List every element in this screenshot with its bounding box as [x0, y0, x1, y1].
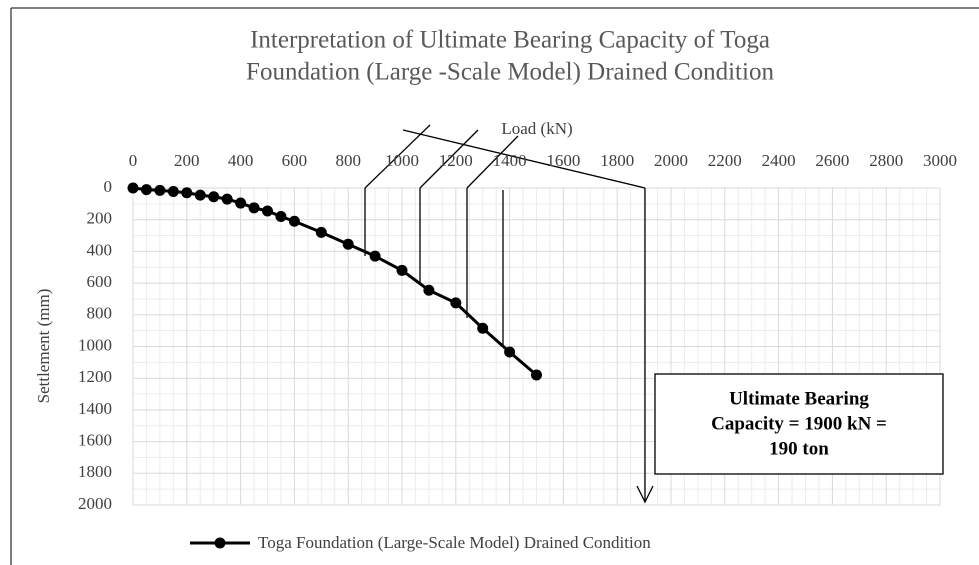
legend-marker [214, 537, 226, 549]
data-point [181, 187, 193, 199]
y-tick-label: 1200 [78, 367, 112, 386]
data-point [140, 184, 152, 196]
x-tick-label: 1800 [600, 151, 634, 170]
data-point [221, 193, 233, 205]
y-tick-label: 1000 [78, 335, 112, 354]
chart-title: Interpretation of Ultimate Bearing Capac… [250, 27, 770, 54]
x-tick-label: 1600 [546, 151, 580, 170]
data-point [248, 202, 260, 214]
construction-lines [364, 124, 654, 504]
y-tick-label: 1400 [78, 399, 112, 418]
legend-label: Toga Foundation (Large-Scale Model) Drai… [258, 533, 651, 552]
annotation-box [654, 373, 944, 475]
data-point [208, 191, 220, 203]
x-tick-label: 1400 [493, 151, 527, 170]
y-tick-label: 200 [87, 209, 113, 228]
x-tick-label: 2400 [762, 151, 796, 170]
data-point [477, 322, 489, 334]
x-tick-label: 1200 [439, 151, 473, 170]
x-axis-title: Load (kN) [501, 119, 572, 138]
y-tick-label: 0 [104, 177, 113, 196]
series [127, 182, 542, 381]
data-point [315, 226, 327, 238]
data-point [396, 264, 408, 276]
data-point [167, 185, 179, 197]
y-tick-label: 800 [87, 304, 113, 323]
data-point [262, 205, 273, 217]
x-tick-label: 3000 [923, 151, 957, 170]
x-tick-label: 2600 [815, 151, 849, 170]
x-tick-label: 800 [335, 151, 361, 170]
y-tick-label: 2000 [78, 494, 112, 513]
y-tick-label: 1800 [78, 462, 112, 481]
data-point [154, 184, 166, 196]
data-point [127, 182, 139, 194]
data-point [342, 238, 354, 250]
x-tick-label: 2800 [869, 151, 903, 170]
data-point [235, 197, 247, 209]
data-point [288, 215, 300, 227]
x-tick-label: 2000 [654, 151, 688, 170]
x-tick-label: 2200 [708, 151, 742, 170]
data-point [194, 189, 206, 201]
x-tick-label: 0 [129, 151, 138, 170]
chart-title: Foundation (Large -Scale Model) Drained … [246, 59, 774, 86]
data-point [504, 346, 516, 358]
annotation: 190 ton [769, 438, 829, 459]
x-tick-label: 600 [282, 151, 308, 170]
data-point [423, 284, 435, 296]
y-tick-label: 1600 [78, 431, 112, 450]
data-point [369, 250, 381, 262]
x-tick-label: 400 [228, 151, 254, 170]
data-point [450, 297, 462, 309]
data-point [531, 369, 542, 381]
x-tick-label: 200 [174, 151, 200, 170]
data-point [275, 211, 287, 223]
annotation: Capacity = 1900 kN = [711, 413, 887, 434]
series-line [132, 186, 538, 377]
y-tick-label: 400 [87, 240, 113, 259]
y-axis-title: Settlement (mm) [34, 289, 53, 404]
x-tick-label: 1000 [385, 151, 419, 170]
annotation: Ultimate Bearing [729, 388, 869, 409]
y-tick-label: 600 [87, 272, 113, 291]
